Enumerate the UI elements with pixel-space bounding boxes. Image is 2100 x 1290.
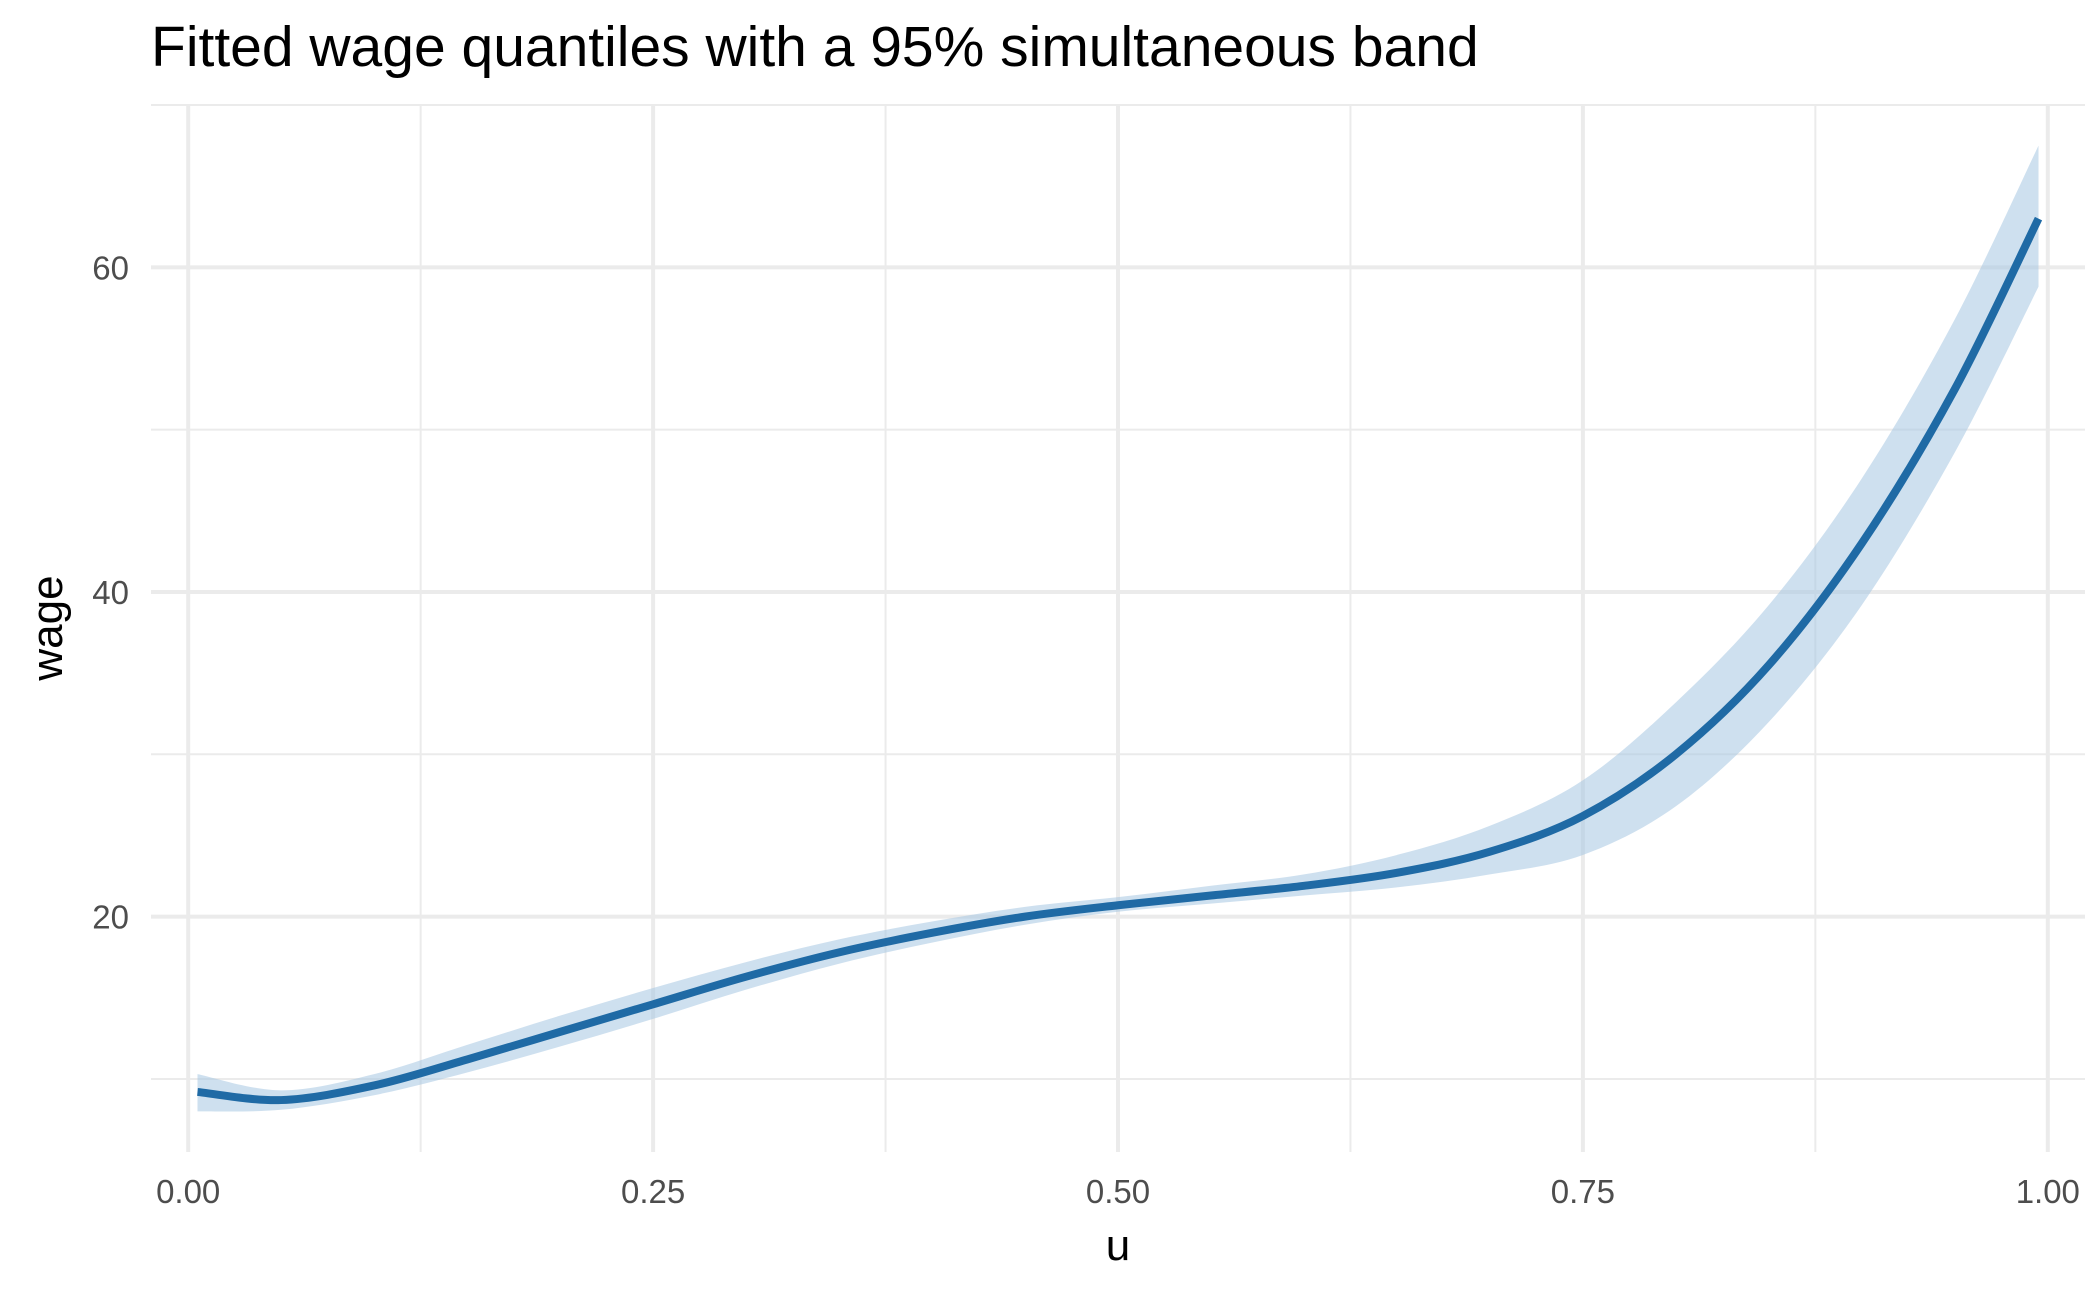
x-tick-label: 0.00	[156, 1173, 220, 1210]
x-tick-label: 0.25	[621, 1173, 685, 1210]
x-tick-label: 0.75	[1551, 1173, 1615, 1210]
y-tick-label: 20	[92, 899, 129, 936]
x-axis-ticks: 0.00 0.25 0.50 0.75 1.00	[156, 1173, 2080, 1210]
y-tick-label: 60	[92, 249, 129, 286]
quantile-line	[197, 216, 2043, 1105]
y-axis-title: wage	[23, 575, 72, 681]
plot-area	[197, 145, 2043, 1112]
x-axis-title: u	[1106, 1221, 1130, 1270]
y-axis-ticks: 20 40 60	[92, 249, 129, 935]
y-tick-label: 40	[92, 574, 129, 611]
grid-major	[151, 105, 2085, 1152]
chart-title: Fitted wage quantiles with a 95% simulta…	[151, 15, 1479, 79]
x-tick-label: 1.00	[2016, 1173, 2080, 1210]
x-tick-label: 0.50	[1086, 1173, 1150, 1210]
